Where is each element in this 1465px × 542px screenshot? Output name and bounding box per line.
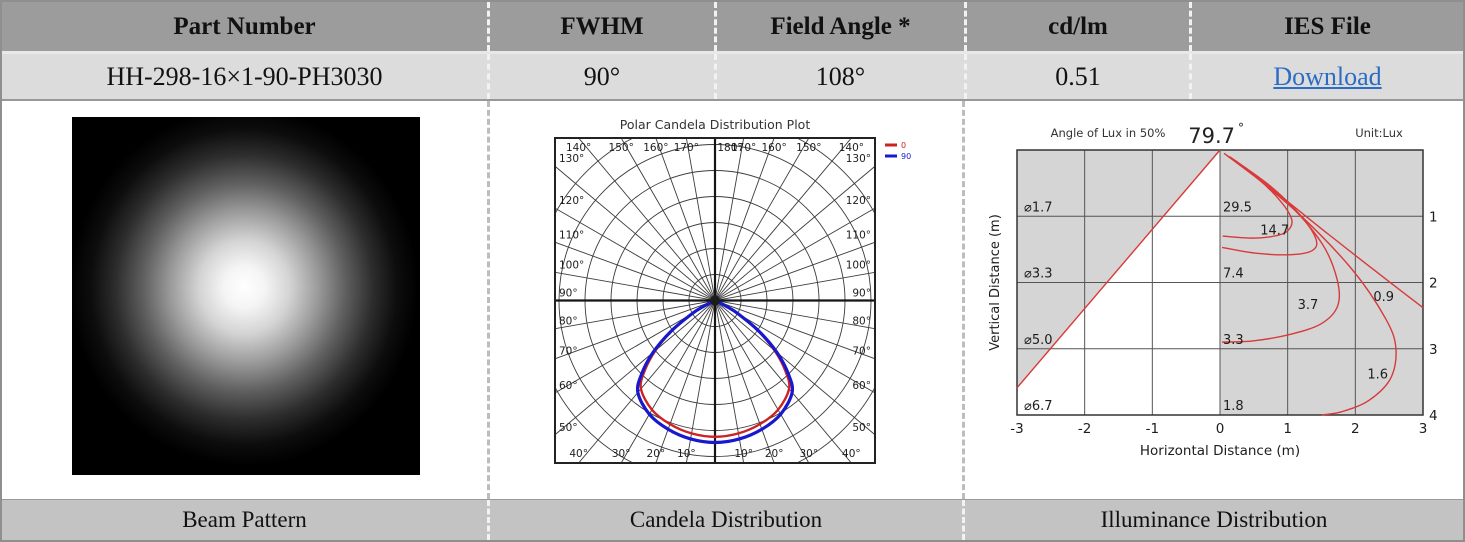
svg-text:79.7: 79.7 xyxy=(1188,124,1235,148)
svg-text:-2: -2 xyxy=(1078,421,1091,437)
svg-text:50°: 50° xyxy=(559,422,578,434)
svg-text:160°: 160° xyxy=(761,142,786,154)
svg-text:0: 0 xyxy=(901,141,906,150)
svg-text:40°: 40° xyxy=(842,448,861,460)
label-beam-pattern: Beam Pattern xyxy=(2,500,490,540)
fwhm-value: 90° xyxy=(490,54,717,99)
svg-text:1.8: 1.8 xyxy=(1223,399,1244,414)
svg-text:100°: 100° xyxy=(559,259,584,271)
svg-text:7.4: 7.4 xyxy=(1223,267,1244,282)
svg-text:⌀1.7: ⌀1.7 xyxy=(1024,200,1053,215)
label-candela-distribution: Candela Distribution xyxy=(490,500,965,540)
svg-text:90: 90 xyxy=(901,152,911,161)
svg-text:0.9: 0.9 xyxy=(1373,290,1394,305)
svg-text:2: 2 xyxy=(1351,421,1360,437)
svg-text:110°: 110° xyxy=(846,229,871,241)
svg-text:110°: 110° xyxy=(559,229,584,241)
svg-text:Vertical Distance (m): Vertical Distance (m) xyxy=(988,214,1003,351)
svg-text:1: 1 xyxy=(1283,421,1292,437)
cd-lm-value: 0.51 xyxy=(967,54,1192,99)
svg-text:100°: 100° xyxy=(846,259,871,271)
svg-text:20°: 20° xyxy=(647,448,666,460)
svg-text:170°: 170° xyxy=(731,142,756,154)
svg-text:20°: 20° xyxy=(765,448,784,460)
svg-text:30°: 30° xyxy=(800,448,819,460)
ies-download-link[interactable]: Download xyxy=(1273,61,1382,91)
svg-text:29.5: 29.5 xyxy=(1223,200,1252,215)
svg-text:80°: 80° xyxy=(852,316,871,328)
svg-text:⌀6.7: ⌀6.7 xyxy=(1024,399,1053,414)
svg-text:3: 3 xyxy=(1429,342,1438,358)
svg-text:-3: -3 xyxy=(1010,421,1023,437)
footer-row: Beam Pattern Candela Distribution Illumi… xyxy=(2,499,1463,540)
svg-text:30°: 30° xyxy=(612,448,631,460)
svg-text:3: 3 xyxy=(1419,421,1428,437)
svg-text:60°: 60° xyxy=(559,380,578,392)
svg-text:70°: 70° xyxy=(559,346,578,358)
svg-text:150°: 150° xyxy=(796,142,821,154)
svg-text:Angle of Lux in 50%: Angle of Lux in 50% xyxy=(1051,126,1166,140)
header-cd-lm: cd/lm xyxy=(967,2,1192,51)
column-divider xyxy=(962,101,965,499)
svg-text:2: 2 xyxy=(1429,276,1438,292)
candela-polar-chart: Polar Candela Distribution Plot 10° 10° 20°… xyxy=(554,117,911,464)
svg-text:0: 0 xyxy=(1216,421,1225,437)
svg-text:150°: 150° xyxy=(609,142,634,154)
svg-text:4: 4 xyxy=(1429,408,1438,424)
svg-text:⌀5.0: ⌀5.0 xyxy=(1024,333,1053,348)
value-row: HH-298-16×1-90-PH3030 90° 108° 0.51 Down… xyxy=(2,54,1463,101)
svg-text:170°: 170° xyxy=(674,142,699,154)
svg-text:90°: 90° xyxy=(852,288,871,300)
svg-text:10°: 10° xyxy=(734,448,753,460)
svg-text:10°: 10° xyxy=(677,448,696,460)
svg-text:3.3: 3.3 xyxy=(1223,333,1244,348)
svg-text:180°: 180° xyxy=(717,142,742,154)
svg-text:130°: 130° xyxy=(559,153,584,165)
svg-text:90°: 90° xyxy=(559,288,578,300)
header-field-angle: Field Angle * xyxy=(717,2,967,51)
header-fwhm: FWHM xyxy=(490,2,717,51)
field-angle-value: 108° xyxy=(717,54,967,99)
svg-text:1.6: 1.6 xyxy=(1367,368,1388,383)
svg-text:1: 1 xyxy=(1429,209,1438,225)
column-divider xyxy=(487,101,490,499)
svg-text:120°: 120° xyxy=(559,195,584,207)
illuminance-chart: ⌀1.7 ⌀3.3 ⌀5.0 ⌀6.7 29.5 14.7 7.4 3.3 1.8 3.7 0.9 1… xyxy=(988,121,1438,459)
beam-pattern-image xyxy=(72,117,420,475)
panels-row: Polar Candela Distribution Plot 10° 10° 20°… xyxy=(2,101,1463,499)
svg-text:140°: 140° xyxy=(839,142,864,154)
svg-text:°: ° xyxy=(1238,121,1244,135)
label-illuminance-distribution: Illuminance Distribution xyxy=(1100,507,1328,532)
header-row: Part Number FWHM Field Angle * cd/lm IES… xyxy=(2,2,1463,54)
part-number-value: HH-298-16×1-90-PH3030 xyxy=(2,54,490,99)
header-ies-file: IES File xyxy=(1284,12,1371,40)
svg-text:60°: 60° xyxy=(852,380,871,392)
svg-text:Polar Candela Distribution Plo: Polar Candela Distribution Plot xyxy=(620,117,811,132)
svg-text:-1: -1 xyxy=(1146,421,1159,437)
svg-text:160°: 160° xyxy=(643,142,668,154)
svg-text:Horizontal Distance (m): Horizontal Distance (m) xyxy=(1140,443,1300,459)
svg-text:120°: 120° xyxy=(846,195,871,207)
svg-text:3.7: 3.7 xyxy=(1298,298,1319,313)
header-part-number: Part Number xyxy=(2,2,490,51)
svg-text:140°: 140° xyxy=(566,142,591,154)
svg-text:70°: 70° xyxy=(852,346,871,358)
svg-text:⌀3.3: ⌀3.3 xyxy=(1024,267,1053,282)
svg-text:40°: 40° xyxy=(569,448,588,460)
svg-text:130°: 130° xyxy=(846,153,871,165)
svg-text:14.7: 14.7 xyxy=(1260,223,1289,238)
svg-text:50°: 50° xyxy=(852,422,871,434)
svg-text:80°: 80° xyxy=(559,316,578,328)
svg-text:Unit:Lux: Unit:Lux xyxy=(1355,126,1403,140)
